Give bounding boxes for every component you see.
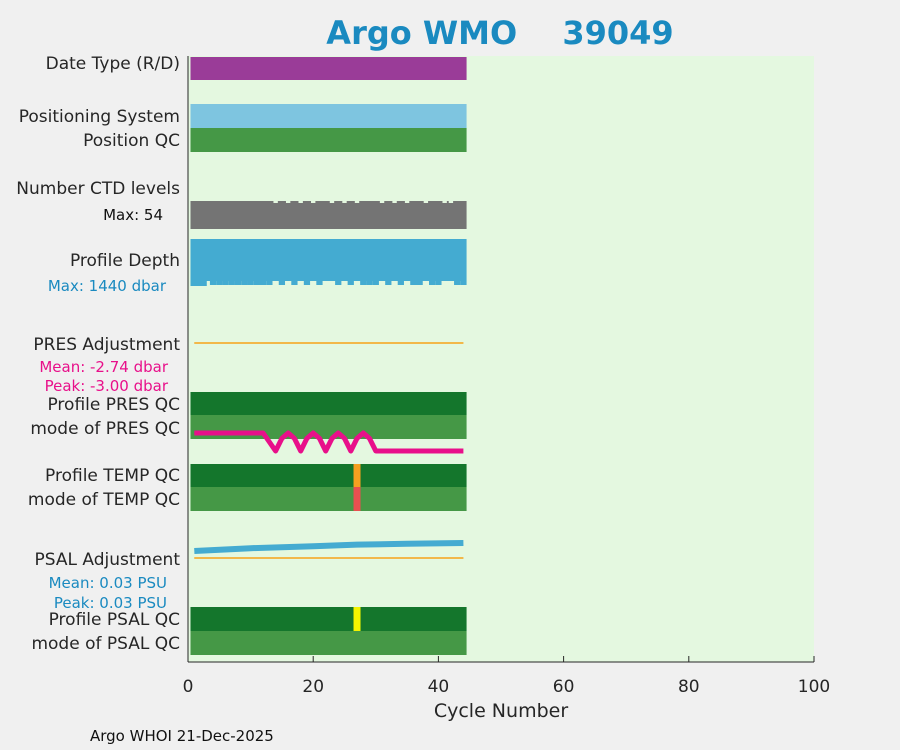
label-profile-temp-qc: Profile TEMP QC: [45, 466, 180, 486]
positioning-system-bar: [190, 104, 467, 128]
profile-pres-qc-bar: [190, 392, 467, 415]
ctd-notch: [285, 199, 291, 203]
ctd-notch: [379, 199, 385, 203]
depth-extension: [366, 281, 373, 285]
date-type-bar: [190, 57, 467, 80]
mode-psal-qc-bar: [190, 631, 467, 655]
profile-psal-qc-bar: [190, 607, 467, 631]
annotation-psal-mean: Mean: 0.03 PSU: [49, 574, 167, 592]
depth-extension: [209, 281, 217, 285]
series-marks: [190, 57, 467, 655]
depth-extension: [335, 281, 342, 285]
x-tick-label: 40: [428, 677, 450, 697]
label-profile-depth: Profile Depth: [70, 251, 180, 271]
depth-extension: [316, 281, 323, 285]
depth-extension: [435, 281, 442, 285]
label-psal-adjustment: PSAL Adjustment: [35, 550, 181, 570]
ctd-notch: [448, 199, 454, 203]
x-tick-label: 20: [302, 677, 324, 697]
psal-adjustment-line: [194, 540, 464, 554]
depth-extension: [222, 281, 229, 285]
x-tick-label: 0: [183, 677, 194, 697]
depth-extension: [216, 281, 223, 285]
depth-extension: [454, 281, 461, 285]
depth-extension: [347, 281, 354, 285]
depth-extension: [241, 281, 248, 285]
label-profile-pres-qc: Profile PRES QC: [47, 395, 180, 415]
ctd-notch: [329, 199, 335, 203]
label-positioning-system: Positioning System: [19, 107, 180, 127]
profile-depth-bar: [190, 239, 467, 281]
depth-extension: [372, 281, 379, 285]
plot-area: [188, 56, 814, 662]
depth-extension: [278, 281, 286, 285]
ctd-notch: [354, 199, 360, 203]
x-tick-label: 100: [798, 677, 830, 697]
depth-extension: [385, 281, 392, 285]
depth-extension: [190, 281, 207, 286]
label-pres-adjustment: PRES Adjustment: [33, 335, 180, 355]
annotation-pres-peak: Peak: -3.00 dbar: [45, 377, 169, 395]
depth-extension: [360, 281, 367, 285]
footer-text: Argo WHOI 21-Dec-2025: [90, 727, 274, 745]
ctd-notch: [423, 199, 429, 203]
depth-extension: [259, 281, 267, 285]
chart-title: Argo WMO 39049: [326, 14, 673, 52]
ctd-notch: [342, 199, 347, 203]
label-date-type: Date Type (R/D): [46, 54, 180, 74]
annotation-pres-mean: Mean: -2.74 dbar: [39, 358, 169, 376]
ctd-notch: [298, 199, 303, 203]
ctd-levels-bar: [190, 201, 467, 229]
ctd-notch: [273, 199, 278, 203]
annotation-depth-max: Max: 1440 dbar: [48, 277, 167, 295]
x-axis-label: Cycle Number: [434, 700, 568, 722]
depth-extension: [266, 281, 273, 285]
x-tick-label: 80: [678, 677, 700, 697]
depth-extension: [303, 281, 311, 285]
ctd-notch: [392, 199, 397, 203]
label-mode-pres-qc: mode of PRES QC: [30, 419, 180, 439]
title-id: 39049: [562, 14, 673, 52]
label-mode-temp-qc: mode of TEMP QC: [28, 490, 180, 510]
x-tick-label: 60: [553, 677, 575, 697]
depth-extension: [397, 281, 404, 285]
label-profile-psal-qc: Profile PSAL QC: [49, 610, 180, 630]
ctd-notch: [311, 199, 316, 203]
title-prefix: Argo WMO: [326, 14, 517, 52]
ctd-notch: [404, 199, 410, 203]
profile-temp-qc-bar: [190, 464, 467, 487]
depth-extension: [247, 281, 254, 285]
annotation-ctd-max: Max: 54: [103, 206, 163, 224]
pres-qc-mode-line: [194, 430, 464, 454]
psal-qc-flag: [353, 607, 361, 631]
temp-qc-flag: [353, 464, 361, 487]
label-position-qc: Position QC: [83, 131, 180, 151]
x-axis: 0 20 40 60 80 100: [183, 56, 830, 697]
depth-extension: [291, 281, 298, 285]
mode-temp-qc-bar: [190, 487, 467, 511]
depth-extension: [234, 281, 242, 285]
depth-extension: [228, 281, 235, 285]
temp-qc-mode-flag: [353, 487, 361, 511]
depth-extension: [410, 281, 417, 285]
depth-extension: [416, 281, 423, 285]
row-labels: Date Type (R/D) Positioning System Posit…: [16, 54, 180, 654]
depth-extension: [460, 281, 467, 285]
ctd-notch: [442, 199, 447, 203]
position-qc-bar: [190, 128, 467, 152]
depth-extension: [253, 281, 260, 285]
label-mode-psal-qc: mode of PSAL QC: [31, 634, 180, 654]
depth-extension: [429, 281, 436, 285]
label-ctd-levels: Number CTD levels: [16, 179, 180, 199]
annotation-psal-peak: Peak: 0.03 PSU: [54, 594, 167, 612]
